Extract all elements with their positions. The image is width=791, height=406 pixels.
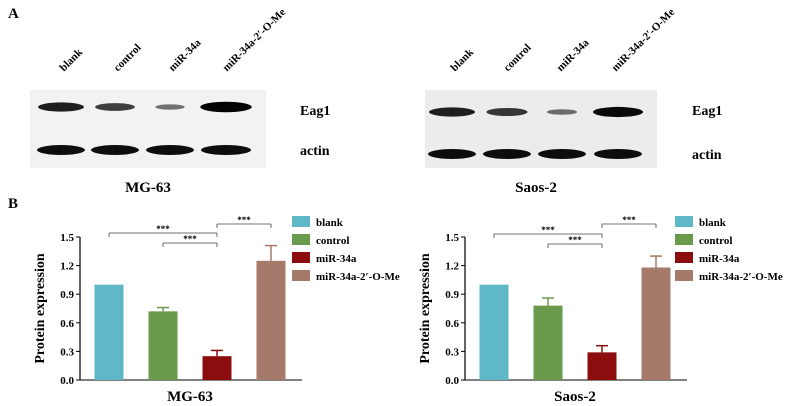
y-axis-label: Protein expression [33, 253, 48, 364]
significance-bracket [162, 242, 218, 247]
x-axis-label: MG-63 [167, 389, 213, 405]
legend-label: miR-34a [316, 253, 357, 265]
band-label-actin: actin [300, 144, 330, 159]
y-tick-label: 0.6 [60, 318, 74, 330]
eag1-band [593, 106, 643, 118]
blot-lane-label: blank [448, 46, 477, 74]
eag1-band [95, 103, 135, 111]
significance-bracket [547, 243, 603, 248]
legend-label: miR-34a-2′-O-Me [699, 271, 783, 283]
blot-lane-label: miR-34a [554, 36, 592, 74]
band-label-eag1: Eag1 [692, 104, 723, 119]
significance-label: *** [541, 225, 555, 235]
eag1-bands-mg63 [38, 101, 252, 113]
significance-label: *** [156, 224, 170, 234]
legend-swatch [292, 252, 310, 263]
legend-swatch [292, 234, 310, 245]
y-tick-label: 1.2 [445, 261, 459, 273]
bar [479, 284, 509, 380]
bar [256, 260, 286, 380]
band-label-eag1: Eag1 [300, 104, 331, 119]
legend-swatch [675, 252, 693, 263]
significance-bracket [216, 223, 272, 228]
bar-chart-saos2: 0.0 0.3 0.6 0.9 1.2 1.5 Protein expression *** *… [418, 215, 783, 405]
legend-swatch [675, 234, 693, 245]
y-tick-label: 0.9 [60, 289, 74, 301]
eag1-bands-saos2 [429, 106, 643, 118]
significance-bracket [601, 223, 657, 228]
legend-label: miR-34a-2′-O-Me [316, 271, 400, 283]
y-axis-label: Protein expression [418, 253, 433, 364]
y-tick-label: 1.5 [60, 232, 74, 244]
bar [94, 284, 124, 380]
legend-label: blank [699, 217, 727, 229]
bar [587, 352, 617, 380]
legend-label: control [316, 235, 349, 247]
blot-image-mg63 [30, 90, 266, 168]
y-tick-label: 1.5 [445, 232, 459, 244]
significance-label: *** [622, 215, 636, 225]
significance-bracket [493, 233, 603, 238]
bar [641, 267, 671, 380]
y-tick-label: 0.0 [445, 375, 459, 387]
eag1-band [429, 107, 475, 117]
eag1-band [38, 102, 84, 112]
legend-label: control [699, 235, 732, 247]
eag1-band [155, 104, 185, 110]
band-label-actin: actin [692, 148, 722, 163]
blot-lane-label: control [111, 41, 144, 74]
y-tick-label: 0.0 [60, 375, 74, 387]
panel-a-letter: A [8, 6, 19, 22]
y-tick-label: 1.2 [60, 261, 74, 273]
legend-swatch [292, 216, 310, 227]
bar [533, 305, 563, 380]
blot-cell-line-label: Saos-2 [515, 180, 557, 196]
blot-lane-label: control [501, 41, 534, 74]
legend-label: miR-34a [699, 253, 740, 265]
blot-lane-label: blank [57, 46, 86, 74]
actin-bands-saos2 [428, 149, 642, 159]
legend-swatch [292, 270, 310, 281]
x-axis-label: Saos-2 [554, 389, 596, 405]
y-tick-label: 0.3 [445, 346, 459, 358]
legend-swatch [675, 270, 693, 281]
blot-lane-label: miR-34a [166, 36, 204, 74]
panel-b-letter: B [8, 196, 19, 212]
significance-label: *** [183, 234, 197, 244]
y-tick-label: 0.3 [60, 346, 74, 358]
eag1-band [546, 109, 578, 115]
blot-image-saos2 [425, 90, 657, 168]
legend-swatch [675, 216, 693, 227]
bar [202, 356, 232, 380]
bar [148, 311, 178, 380]
blot-cell-line-label: MG-63 [125, 180, 171, 196]
blot-lane-label: miR-34a-2′-O-Me [220, 6, 289, 75]
significance-bracket [108, 232, 218, 237]
blot-lane-label: miR-34a-2′-O-Me [609, 6, 678, 75]
eag1-band [200, 101, 252, 113]
significance-label: *** [568, 235, 582, 245]
bar-chart-mg63: 0.0 0.3 0.6 0.9 1.2 1.5 Protein expression *** *… [33, 215, 400, 405]
eag1-band [486, 107, 528, 117]
y-tick-label: 0.9 [445, 289, 459, 301]
actin-bands-mg63 [37, 145, 251, 155]
significance-label: *** [237, 215, 251, 225]
y-tick-label: 0.6 [445, 318, 459, 330]
legend-label: blank [316, 217, 344, 229]
